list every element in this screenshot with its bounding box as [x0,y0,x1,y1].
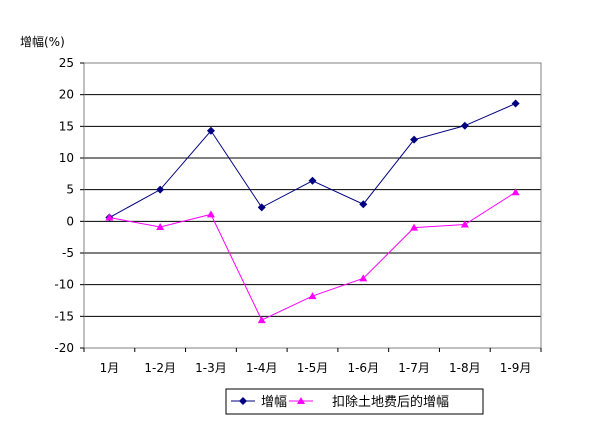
legend-entry-label: 增幅 [261,395,287,410]
x-tick-label: 1月 [100,361,120,375]
y-tick-label: 20 [59,88,74,102]
legend-box [225,388,484,415]
x-tick-label: 1-8月 [449,361,481,375]
y-tick-label: 25 [59,56,74,70]
x-tick-label: 1-5月 [297,361,329,375]
legend: 增幅 扣除土地费后的增幅 [225,388,484,415]
data-point [308,292,317,300]
data-point [410,135,419,144]
y-tick-label: 15 [59,119,74,133]
y-tick-label: -5 [62,246,74,260]
plot-area [83,62,542,349]
legend-entry-label: 扣除土地费后的增幅 [332,394,449,410]
gridlines [84,62,541,349]
x-axis-ticks: 1月 1-2月 1-3月 1-4月 1-5月 1-6月 1-7月 1-8月 1-9月 [83,348,542,375]
data-point [308,176,317,185]
data-point [359,200,368,209]
y-tick-label: -20 [54,341,74,355]
series-2 [105,188,520,324]
data-point [206,210,215,218]
x-tick-label: 1-2月 [144,361,176,375]
series-layer [105,99,520,324]
y-tick-label: -15 [54,309,74,323]
y-axis-label: 增幅(%) [20,34,65,49]
x-tick-label: 1-6月 [347,361,379,375]
data-point [257,203,266,212]
data-point [511,99,520,108]
data-point [206,126,215,135]
legend-swatch-marker [239,397,247,405]
y-tick-label: -10 [54,278,74,292]
y-tick-label: 0 [66,214,74,228]
legend-swatch-marker [297,397,305,404]
x-tick-label: 1-4月 [246,361,278,375]
x-tick-label: 1-3月 [195,361,227,375]
data-point [257,316,266,324]
data-point [156,185,165,194]
y-tick-label: 10 [59,151,74,165]
x-tick-label: 1-7月 [398,361,430,375]
series-line [109,103,516,218]
series-1 [105,99,520,222]
data-point [511,188,520,196]
data-point [359,274,368,282]
y-tick-label: 5 [66,183,74,197]
data-point [460,220,469,228]
series-line [109,191,516,321]
x-tick-label: 1-9月 [500,361,532,375]
data-point [460,121,469,130]
data-point [156,223,165,231]
y-axis-ticks: -20 -15 -10 -5 0 5 10 15 20 25 [54,56,84,355]
data-point [410,223,419,231]
data-point [105,213,114,221]
